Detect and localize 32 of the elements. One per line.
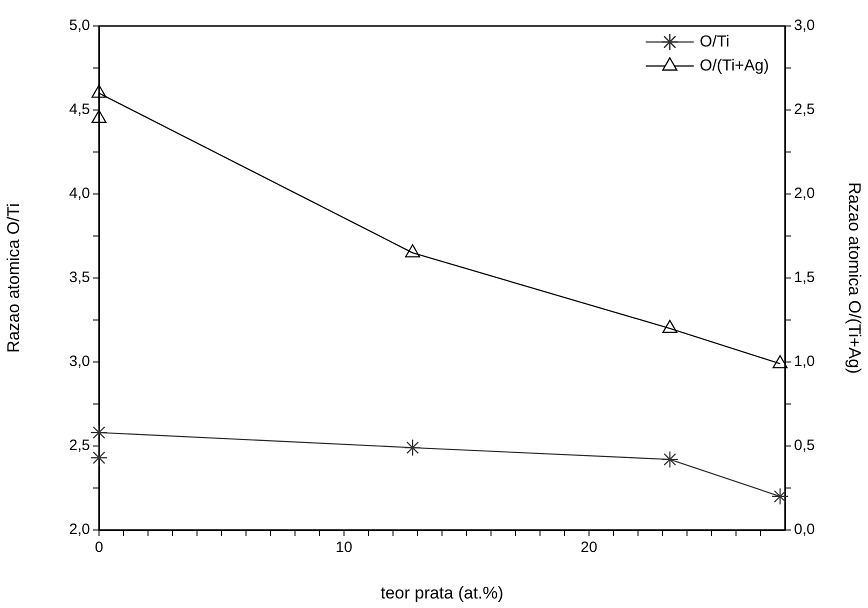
y2-tick-label: 2,5 [794, 101, 815, 118]
y2-axis-title: Razao atomica O/(Ti+Ag) [845, 182, 864, 374]
point [90, 424, 108, 442]
point [91, 84, 107, 98]
point [662, 320, 678, 333]
point [772, 355, 788, 368]
x-tick-label: 0 [94, 539, 104, 556]
y2-tick-label: 1,5 [794, 269, 815, 286]
point [661, 450, 678, 468]
y-tick-label: 2,5 [69, 437, 90, 454]
y2-tick-label: 1,0 [794, 353, 815, 370]
x-tick-label: 20 [580, 539, 598, 556]
x-tick-label: 10 [336, 539, 352, 556]
y2-tick-label: 2,0 [794, 185, 815, 202]
y2-tick-label: 3,0 [794, 17, 815, 34]
point [772, 488, 789, 505]
y-tick-label: 4,5 [69, 101, 90, 118]
y-tick-label: 4,0 [69, 185, 90, 202]
x-axis-title: teor prata (at.%) [380, 583, 504, 602]
y-tick-label: 2,0 [69, 521, 90, 538]
legend-label: O/Ti [700, 33, 730, 50]
y-tick-label: 5,0 [69, 17, 90, 34]
y-tick-label: 3,0 [69, 353, 90, 370]
legend-label: O/(Ti+Ag) [700, 57, 770, 74]
y2-tick-label: 0,5 [794, 437, 815, 454]
point [91, 110, 107, 123]
point [405, 244, 420, 258]
point [404, 439, 422, 456]
y-tick-label: 3,5 [69, 269, 90, 286]
point [90, 449, 108, 466]
y-axis-title: Razao atomica O/Ti [4, 203, 23, 353]
y2-tick-label: 0,0 [794, 521, 815, 538]
